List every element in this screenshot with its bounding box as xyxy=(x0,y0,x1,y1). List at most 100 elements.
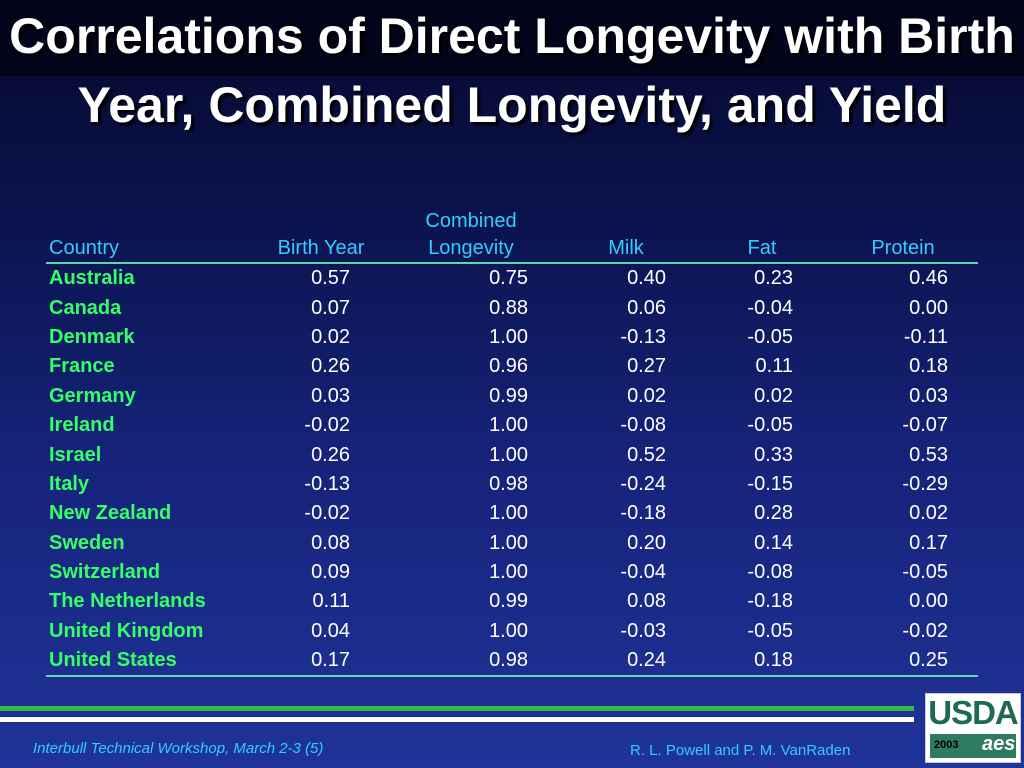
cell-protein: -0.11 xyxy=(903,325,948,348)
cell-protein: -0.02 xyxy=(902,619,948,642)
cell-protein: 0.00 xyxy=(909,296,948,319)
usda-logo-text: USDA xyxy=(928,694,1019,731)
table-row: United States 0.17 0.98 0.24 0.18 0.25 xyxy=(46,646,978,678)
cell-birth-year: 0.26 xyxy=(311,443,350,466)
cell-fat: -0.08 xyxy=(747,561,793,584)
cell-fat: -0.05 xyxy=(747,414,793,437)
header-combined-longevity: Combined Longevity xyxy=(386,208,556,264)
cell-protein: 0.18 xyxy=(909,355,948,378)
header-combined-line1: Combined xyxy=(425,210,517,232)
header-combined-line2: Longevity xyxy=(428,237,514,259)
cell-milk: -0.24 xyxy=(620,472,666,495)
cell-protein: 0.46 xyxy=(909,267,948,290)
cell-combined: 0.99 xyxy=(489,590,528,613)
cell-fat: 0.28 xyxy=(754,502,793,525)
cell-protein: 0.00 xyxy=(909,590,948,613)
cell-combined: 1.00 xyxy=(489,414,528,437)
header-protein: Protein xyxy=(828,208,978,264)
cell-combined: 0.88 xyxy=(489,296,528,319)
table-row: Canada 0.07 0.88 0.06 -0.04 0.00 xyxy=(46,293,978,322)
cell-combined: 1.00 xyxy=(489,531,528,554)
cell-birth-year: 0.02 xyxy=(311,325,350,348)
table-row: Germany 0.03 0.99 0.02 0.02 0.03 xyxy=(46,382,978,411)
usda-logo-band xyxy=(930,734,1016,758)
cell-fat: 0.18 xyxy=(696,646,828,678)
cell-protein: 0.17 xyxy=(909,531,948,554)
cell-milk: 0.24 xyxy=(556,646,696,678)
footer-workshop: Interbull Technical Workshop, March 2-3 … xyxy=(33,740,324,757)
title-band xyxy=(0,0,1024,76)
table-row: The Netherlands 0.11 0.99 0.08 -0.18 0.00 xyxy=(46,587,978,616)
cell-milk: 0.40 xyxy=(627,267,666,290)
cell-fat: 0.11 xyxy=(755,355,793,378)
cell-protein: 0.03 xyxy=(909,384,948,407)
footer-authors: R. L. Powell and P. M. VanRaden xyxy=(630,742,851,759)
cell-fat: -0.04 xyxy=(747,296,793,319)
cell-birth-year: -0.02 xyxy=(304,414,350,437)
cell-combined: 1.00 xyxy=(489,561,528,584)
cell-milk: -0.03 xyxy=(620,619,666,642)
cell-fat: 0.02 xyxy=(754,384,793,407)
cell-milk: -0.13 xyxy=(620,325,666,348)
cell-combined: 0.96 xyxy=(489,355,528,378)
cell-birth-year: 0.17 xyxy=(256,646,386,678)
cell-country: United States xyxy=(46,646,256,678)
cell-country: Australia xyxy=(49,267,135,290)
table-row: Switzerland 0.09 1.00 -0.04 -0.08 -0.05 xyxy=(46,558,978,587)
cell-birth-year: 0.04 xyxy=(311,619,350,642)
cell-combined: 0.98 xyxy=(489,472,528,495)
cell-milk: 0.08 xyxy=(627,590,666,613)
cell-country: United Kingdom xyxy=(49,619,204,642)
cell-country: Israel xyxy=(49,443,102,466)
cell-milk: -0.04 xyxy=(620,561,666,584)
aes-logo-mark: aes xyxy=(982,733,1016,755)
cell-country: New Zealand xyxy=(49,502,172,525)
cell-protein: 0.02 xyxy=(909,502,948,525)
cell-milk: 0.20 xyxy=(627,531,666,554)
cell-fat: -0.15 xyxy=(747,472,793,495)
cell-milk: 0.06 xyxy=(627,296,666,319)
correlation-table: Country Birth Year Combined Longevity Mi… xyxy=(46,208,978,678)
cell-birth-year: 0.11 xyxy=(312,590,350,613)
cell-birth-year: -0.13 xyxy=(304,472,350,495)
header-fat: Fat xyxy=(696,208,828,264)
usda-logo-year: 2003 xyxy=(934,739,959,751)
cell-birth-year: 0.03 xyxy=(311,384,350,407)
cell-birth-year: 0.57 xyxy=(311,267,350,290)
cell-protein: 0.25 xyxy=(828,646,978,678)
cell-milk: 0.02 xyxy=(627,384,666,407)
cell-country: Denmark xyxy=(49,325,135,348)
cell-combined: 1.00 xyxy=(489,443,528,466)
cell-country: France xyxy=(49,355,115,378)
cell-protein: -0.07 xyxy=(902,414,948,437)
slide-title: Correlations of Direct Longevity with Bi… xyxy=(9,8,1015,133)
table-row: Denmark 0.02 1.00 -0.13 -0.05 -0.11 xyxy=(46,323,978,352)
cell-combined: 1.00 xyxy=(489,619,528,642)
cell-country: Sweden xyxy=(49,531,125,554)
cell-milk: 0.27 xyxy=(627,355,666,378)
cell-country: Germany xyxy=(49,384,136,407)
cell-birth-year: 0.07 xyxy=(311,296,350,319)
cell-country: The Netherlands xyxy=(49,590,206,613)
header-country: Country xyxy=(46,208,256,264)
cell-fat: -0.05 xyxy=(747,325,793,348)
header-milk: Milk xyxy=(556,208,696,264)
cell-combined: 1.00 xyxy=(489,325,528,348)
cell-country: Ireland xyxy=(49,414,115,437)
table-row: Israel 0.26 1.00 0.52 0.33 0.53 xyxy=(46,440,978,469)
cell-combined: 0.99 xyxy=(489,384,528,407)
cell-country: Switzerland xyxy=(49,561,161,584)
cell-protein: 0.53 xyxy=(909,443,948,466)
cell-birth-year: 0.09 xyxy=(311,561,350,584)
cell-protein: -0.05 xyxy=(902,561,948,584)
table-row: Italy -0.13 0.98 -0.24 -0.15 -0.29 xyxy=(46,470,978,499)
header-birth-year: Birth Year xyxy=(256,208,386,264)
cell-fat: -0.05 xyxy=(747,619,793,642)
table-row: Australia 0.57 0.75 0.40 0.23 0.46 xyxy=(46,263,978,293)
cell-milk: -0.08 xyxy=(620,414,666,437)
cell-combined: 0.75 xyxy=(489,267,528,290)
footer-stripe-white xyxy=(0,717,914,722)
table-row: Ireland -0.02 1.00 -0.08 -0.05 -0.07 xyxy=(46,411,978,440)
table-row: United Kingdom 0.04 1.00 -0.03 -0.05 -0.02 xyxy=(46,617,978,646)
cell-combined: 0.98 xyxy=(386,646,556,678)
